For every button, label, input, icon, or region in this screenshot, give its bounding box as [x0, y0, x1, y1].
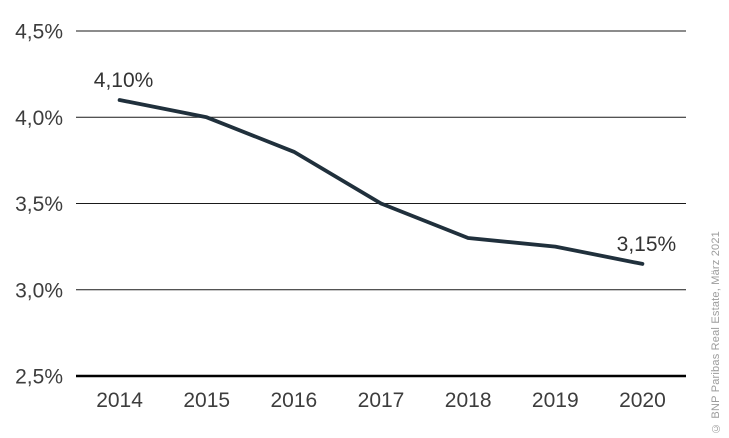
x-tick-label: 2015 — [183, 389, 230, 412]
x-tick-label: 2019 — [532, 389, 579, 412]
y-tick-label: 4,5% — [15, 21, 63, 44]
trend-line — [117, 98, 645, 266]
y-tick-label: 3,5% — [15, 193, 63, 216]
x-tick-label: 2014 — [96, 389, 143, 412]
y-tick-label: 3,0% — [15, 279, 63, 302]
y-tick-label: 2,5% — [15, 366, 63, 389]
x-tick-label: 2018 — [445, 389, 492, 412]
source-credit: © BNP Paribas Real Estate, März 2021 — [710, 230, 722, 434]
x-tick-label: 2016 — [270, 389, 317, 412]
x-tick-label: 2017 — [358, 389, 405, 412]
point-label: 4,10% — [94, 69, 154, 92]
y-tick-label: 4,0% — [15, 107, 63, 130]
x-tick-label: 2020 — [619, 389, 666, 412]
point-label: 3,15% — [617, 233, 677, 256]
